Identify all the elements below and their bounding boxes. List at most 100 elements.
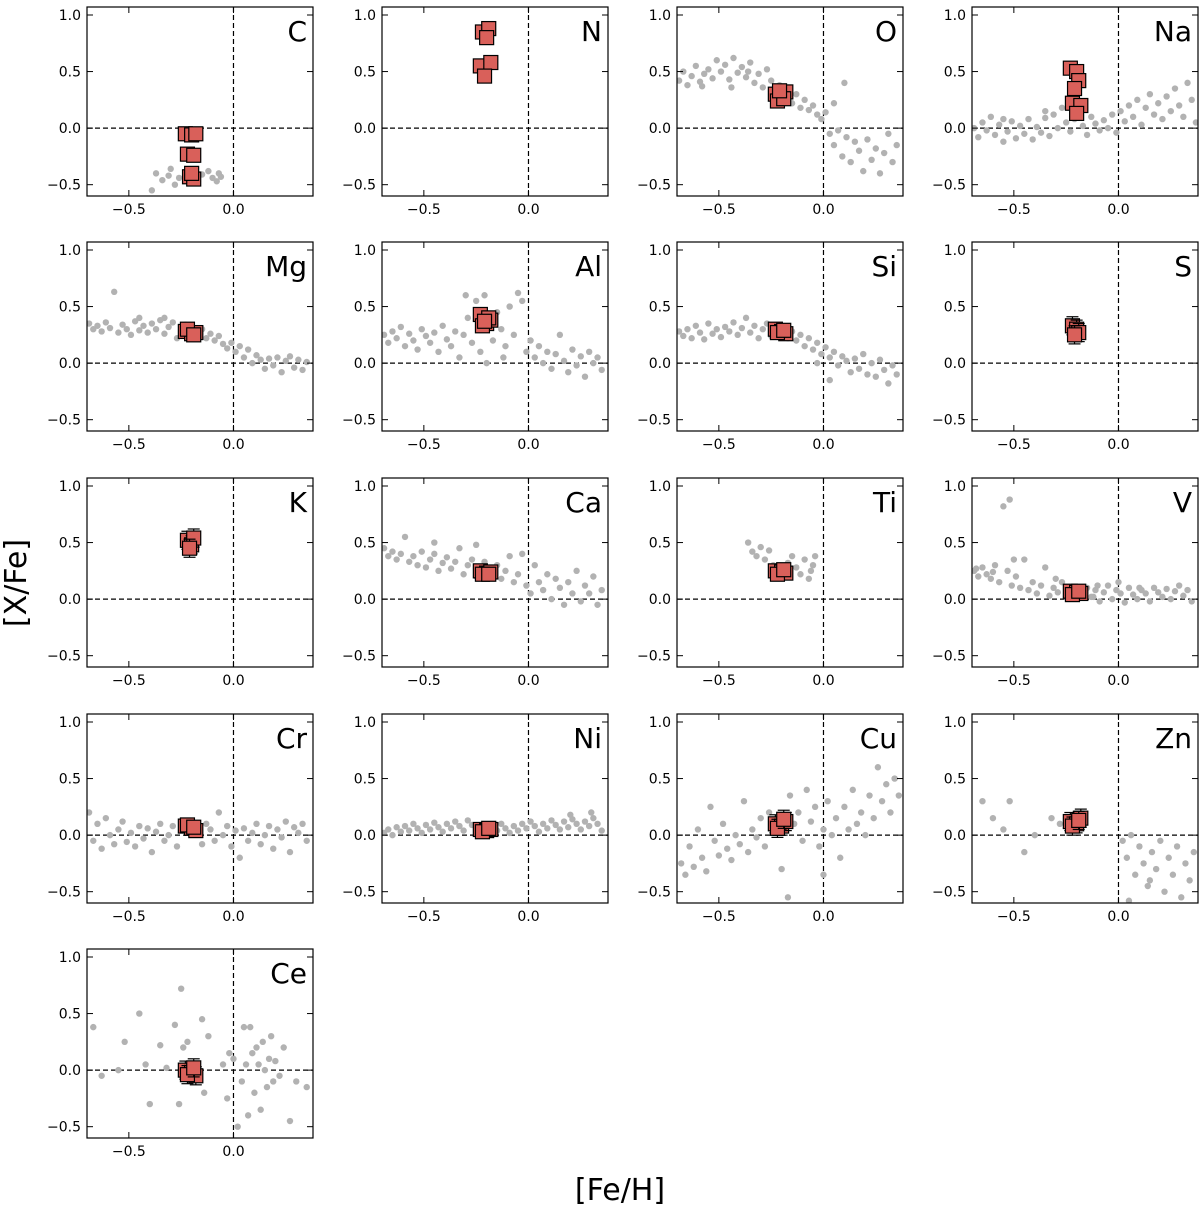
background-point [142, 1061, 149, 1068]
background-point [805, 575, 813, 582]
panel-frame [86, 713, 314, 904]
background-point [680, 332, 687, 340]
background-point [824, 797, 831, 805]
background-point [880, 366, 888, 374]
y-tick-label: 0.0 [649, 121, 671, 137]
background-point [799, 837, 806, 844]
background-point [721, 61, 729, 68]
background-point [788, 552, 796, 560]
background-point [169, 822, 176, 830]
background-point [1096, 598, 1103, 605]
panel-frame [381, 6, 609, 197]
background-points [90, 985, 310, 1130]
background-point [514, 571, 522, 578]
background-point [464, 817, 471, 824]
background-point [749, 826, 756, 833]
background-point [111, 288, 118, 296]
y-tick-label: 0.5 [59, 536, 81, 552]
background-point [217, 173, 225, 180]
background-point [127, 829, 135, 837]
background-point [90, 1023, 97, 1031]
background-point [1173, 843, 1181, 850]
background-point [102, 814, 110, 822]
background-point [983, 571, 990, 578]
background-point [200, 1089, 208, 1096]
background-point [205, 1032, 212, 1040]
y-tick-label: 1.0 [944, 715, 966, 731]
background-point [418, 548, 425, 555]
background-point [581, 818, 589, 825]
background-point [849, 786, 856, 794]
background-point [684, 325, 691, 333]
cluster-points [1062, 60, 1089, 122]
background-point [1100, 589, 1108, 596]
background-point [1021, 130, 1028, 137]
background-point [267, 1032, 275, 1040]
element-label: Ce [270, 957, 307, 990]
background-point [749, 548, 756, 555]
background-point [1192, 119, 1198, 126]
x-tick-label: 0.0 [517, 909, 539, 925]
element-label: Ni [573, 722, 602, 755]
background-point [1012, 573, 1020, 580]
panel-frame [86, 241, 314, 432]
background-point [98, 1072, 105, 1079]
background-point [987, 113, 995, 121]
background-point [688, 72, 695, 80]
cluster-point [186, 819, 202, 835]
background-point [857, 809, 865, 816]
background-point [556, 331, 564, 339]
background-point [506, 829, 513, 837]
background-point [1117, 107, 1124, 115]
background-point [456, 354, 463, 361]
background-point [682, 871, 689, 878]
background-point [730, 319, 737, 326]
background-point [864, 371, 871, 378]
background-point [1033, 123, 1041, 131]
background-point [136, 314, 143, 322]
background-point [818, 350, 825, 358]
background-point [1146, 877, 1154, 884]
background-point [257, 840, 264, 848]
background-point [418, 325, 425, 333]
background-point [1167, 595, 1174, 603]
cluster-point [1066, 327, 1083, 343]
y-tick-label: 0.0 [944, 592, 966, 608]
y-tick-label: 0.5 [649, 536, 671, 552]
background-point [1088, 113, 1095, 121]
background-point [119, 321, 126, 328]
background-point [1090, 593, 1097, 601]
panel-frame [676, 6, 904, 197]
background-point [282, 357, 289, 365]
background-point [255, 1061, 262, 1068]
background-point [755, 335, 762, 342]
y-tick-label: 0.5 [354, 300, 376, 316]
y-tick-label: 0.5 [59, 300, 81, 316]
cluster-point [476, 313, 493, 329]
background-point [734, 69, 741, 76]
background-point [1054, 124, 1061, 132]
background-point [989, 814, 997, 822]
background-point [738, 63, 746, 71]
background-point [519, 550, 526, 558]
background-point [249, 359, 256, 367]
background-point [468, 556, 476, 563]
background-point [280, 1044, 287, 1051]
background-point [830, 348, 838, 356]
background-point [837, 854, 844, 861]
background-point [891, 775, 898, 782]
y-tick-label: 0.0 [59, 121, 81, 137]
x-tick-label: 0.0 [1107, 202, 1129, 218]
background-point [1129, 113, 1137, 121]
background-point [717, 333, 725, 341]
y-tick-label: 0.0 [649, 828, 671, 844]
background-point [751, 79, 758, 87]
background-point [834, 127, 842, 134]
x-tick-label: 0.0 [812, 437, 834, 453]
background-point [1123, 854, 1131, 861]
background-point [414, 825, 421, 832]
panel-frame [971, 713, 1199, 904]
cluster-point [1066, 80, 1083, 97]
background-point [123, 325, 130, 333]
background-point [236, 342, 243, 350]
